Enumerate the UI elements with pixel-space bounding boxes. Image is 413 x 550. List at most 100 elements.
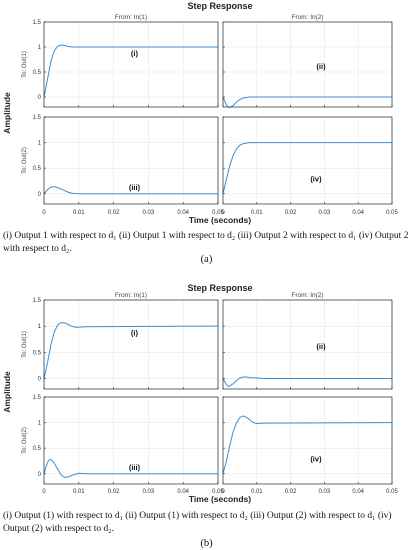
panel-label: (iii) — [129, 463, 141, 472]
y-tick-label: 1 — [38, 141, 42, 147]
panel-1: 0 0.5 1 1.5 (i) To: Out(1) — [22, 20, 219, 108]
x-tick-label: 0.02 — [108, 489, 120, 495]
figure-b: Step Response From: In(1) From: In(2) Time … — [2, 283, 398, 504]
x-tick-label: 0.02 — [108, 210, 120, 216]
x-tick-label: 0.05 — [212, 489, 224, 495]
sublabel-b: (b) — [200, 538, 213, 549]
x-tick-label: 0.03 — [319, 210, 331, 216]
y-tick-label: 1.5 — [33, 20, 42, 26]
panel-background — [44, 117, 218, 204]
x-tick-label: 0.02 — [285, 489, 297, 495]
series-line-1 — [43, 44, 218, 98]
panel-label: (ii) — [316, 342, 326, 351]
y-tick-label: 0 — [38, 472, 42, 478]
y-tick-label: 0.5 — [33, 446, 42, 452]
panel-frame — [43, 396, 219, 485]
x-tick-label: 0.03 — [143, 489, 155, 495]
y-tick-label: 1 — [38, 421, 42, 427]
y-tick-label: 1.5 — [33, 115, 42, 121]
y-tick-label: 1 — [38, 45, 42, 51]
caption-a: (i) Output 1 with respect to d₁ (ii) Out… — [3, 231, 409, 254]
x-tick-label: 0.02 — [285, 210, 297, 216]
series-line-3 — [43, 458, 218, 478]
x-tick-label: 0.04 — [177, 210, 189, 216]
column-title: From: In(1) — [115, 292, 147, 299]
series-line-4 — [222, 142, 392, 194]
y-tick-label: 1 — [38, 324, 42, 330]
x-axis-label: Time (seconds) — [189, 215, 251, 225]
figure-a: Step Response From: In(1) From: In(2) Time … — [2, 1, 398, 225]
x-tick-label: 0.05 — [386, 210, 398, 216]
panel-label: (i) — [131, 49, 139, 58]
caption-b: (i) Output (1) with respect to d₁ (ii) O… — [3, 511, 392, 534]
series-line-1 — [43, 321, 219, 379]
panel-frame — [43, 116, 219, 205]
column-title: From: In(2) — [291, 292, 323, 299]
y-tick-label: 1.5 — [33, 395, 42, 401]
row-label: To: Out(1) — [22, 331, 28, 358]
panel-background — [223, 300, 392, 389]
panel-background — [44, 397, 218, 484]
series-line-2 — [222, 96, 392, 109]
y-tick-label: 0 — [38, 377, 42, 383]
series-line-2 — [222, 376, 392, 387]
panel-label: (iii) — [129, 183, 141, 192]
panel-background — [44, 300, 218, 389]
y-tick-label: 0 — [38, 192, 42, 198]
panel-label: (ii) — [316, 62, 326, 71]
row-label: To: Out(1) — [22, 51, 28, 78]
chart-title: Step Response — [187, 283, 252, 293]
x-tick-label: 0.04 — [177, 489, 189, 495]
y-axis-label: Amplitude — [2, 371, 12, 413]
panel-2: (ii) — [222, 299, 393, 390]
panel-background — [223, 22, 392, 107]
panel-label: (iv) — [310, 454, 322, 463]
x-tick-label: 0.03 — [143, 210, 155, 216]
x-tick-label: 0.04 — [352, 489, 364, 495]
panel-label: (iv) — [310, 174, 322, 183]
x-tick-label: 0.04 — [352, 210, 364, 216]
series-line-3 — [43, 186, 218, 195]
panel-frame — [43, 21, 219, 108]
y-axis-label: Amplitude — [2, 92, 12, 134]
x-tick-label: 0.03 — [319, 489, 331, 495]
column-title: From: In(1) — [115, 14, 147, 21]
x-tick-label: 0 — [221, 210, 225, 216]
y-tick-label: 0 — [38, 95, 42, 101]
panel-1: 0 0.5 1 1.5 (i) To: Out(1) — [22, 298, 219, 390]
y-tick-label: 0.5 — [33, 70, 42, 76]
panel-frame — [222, 21, 393, 108]
chart-title: Step Response — [187, 1, 252, 11]
x-tick-label: 0.05 — [212, 210, 224, 216]
x-tick-label: 0.01 — [73, 489, 85, 495]
panel-label: (i) — [131, 329, 139, 338]
x-tick-label: 0.01 — [251, 489, 263, 495]
x-axis-label: Time (seconds) — [189, 494, 251, 504]
x-tick-label: 0 — [221, 489, 225, 495]
x-tick-label: 0.05 — [386, 489, 398, 495]
x-tick-label: 0 — [42, 489, 46, 495]
panel-background — [223, 397, 392, 484]
row-label: To: Out(2) — [22, 427, 28, 454]
y-tick-label: 0.5 — [33, 166, 42, 172]
panel-frame — [43, 299, 219, 390]
panel-background — [44, 22, 218, 107]
x-tick-label: 0.01 — [251, 210, 263, 216]
panel-frame — [222, 299, 393, 390]
panel-frame — [222, 396, 393, 485]
series-line-4 — [222, 415, 393, 474]
x-tick-label: 0.01 — [73, 210, 85, 216]
x-tick-label: 0 — [42, 210, 46, 216]
panel-background — [223, 117, 392, 204]
panel-frame — [222, 116, 393, 205]
panel-4: 0 0.01 0.02 0.03 0.04 0.05 (iv) — [221, 396, 398, 495]
sublabel-a: (a) — [200, 254, 213, 265]
panel-2: (ii) — [222, 21, 393, 109]
panel-4: 0 0.01 0.02 0.03 0.04 0.05 (iv) — [221, 116, 398, 216]
column-title: From: In(2) — [291, 14, 323, 21]
y-tick-label: 0.5 — [33, 350, 42, 356]
y-tick-label: 1.5 — [33, 298, 42, 304]
